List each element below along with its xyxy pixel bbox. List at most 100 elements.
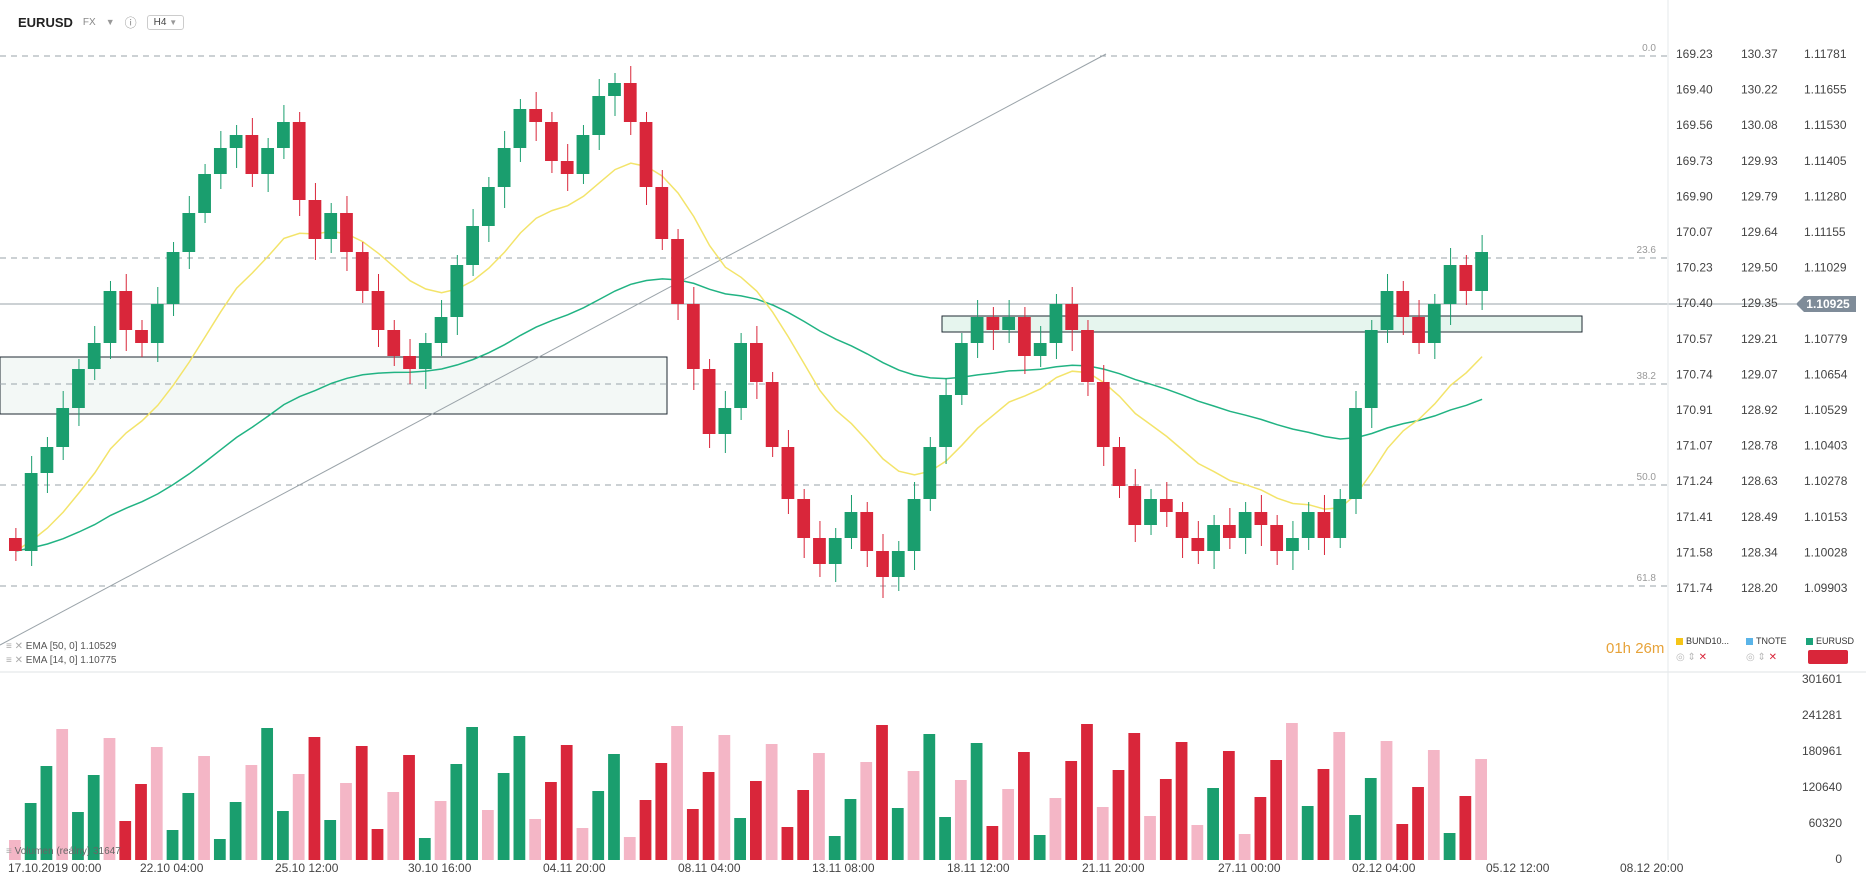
- volume-tick: 0: [1835, 852, 1842, 866]
- close-icon[interactable]: ✕: [14, 655, 24, 666]
- fib-label: 61.8: [1637, 573, 1657, 584]
- volume-bar: [797, 790, 810, 860]
- candle-body: [40, 447, 54, 473]
- bund-tick: 171.07: [1676, 439, 1713, 453]
- candle-body: [87, 343, 101, 369]
- candle-body: [261, 148, 275, 174]
- volume-tick: 180961: [1802, 744, 1842, 758]
- volume-bar: [702, 772, 715, 860]
- candle-body: [1317, 512, 1331, 538]
- candle-body: [608, 83, 621, 96]
- eurusd-style-button[interactable]: [1808, 650, 1848, 664]
- candle-body: [450, 265, 464, 317]
- time-tick: 13.11 08:00: [812, 861, 875, 875]
- volume-bar: [229, 802, 242, 860]
- volume-legend[interactable]: ≡ Volumen (reálny) 31647: [6, 846, 121, 857]
- time-tick: 18.11 12:00: [947, 861, 1010, 875]
- volume-bar: [513, 736, 526, 860]
- ema-50-legend[interactable]: ≡ ✕ EMA [50, 0] 1.10529: [6, 641, 116, 652]
- candle-body: [970, 317, 984, 343]
- volume-bar: [1049, 798, 1062, 860]
- time-axis: 17.10.2019 00:00 22.10 04:00 25.10 12:00 30…: [8, 861, 1684, 875]
- volume-bar: [576, 828, 589, 860]
- candle-body: [1081, 330, 1094, 382]
- volume-bar: [56, 729, 69, 860]
- candle-body: [434, 317, 448, 343]
- eurusd-tick: 1.11029: [1804, 261, 1847, 275]
- candle-body: [340, 213, 353, 252]
- close-icon[interactable]: ✕: [1768, 652, 1778, 663]
- candle-body: [103, 291, 117, 343]
- ema-14-label: EMA [14, 0] 1.10775: [25, 655, 117, 666]
- close-icon[interactable]: ✕: [14, 641, 24, 652]
- bund-tick: 170.91: [1676, 403, 1713, 417]
- candle-body: [1396, 291, 1410, 317]
- volume-bar: [40, 766, 53, 860]
- volume-bars: [9, 723, 1487, 860]
- bund-tick: 170.40: [1676, 296, 1713, 310]
- candle-body: [9, 538, 22, 551]
- menu-icon[interactable]: ≡: [6, 655, 12, 666]
- candle-body: [860, 512, 874, 551]
- compare-eurusd[interactable]: EURUSD: [1806, 636, 1854, 646]
- ema-14-legend[interactable]: ≡ ✕ EMA [14, 0] 1.10775: [6, 655, 116, 666]
- volume-bar: [1207, 788, 1219, 860]
- compare-tnote[interactable]: TNOTE: [1746, 636, 1787, 646]
- bund-swatch: [1676, 638, 1683, 646]
- chart-header: EURUSD FX ▼ ⓘ H4 ▼: [0, 0, 185, 44]
- tnote-tick: 129.35: [1741, 296, 1778, 310]
- candle-body: [72, 369, 85, 408]
- time-tick: 17.10.2019 00:00: [8, 861, 102, 875]
- volume-bar: [1159, 779, 1172, 860]
- symbol-label[interactable]: EURUSD: [18, 14, 73, 30]
- eurusd-label: EURUSD: [1816, 636, 1855, 646]
- volume-bar: [135, 784, 147, 860]
- bund-tick: 170.23: [1676, 261, 1713, 275]
- volume-tick: 60320: [1809, 816, 1843, 830]
- compare-actions[interactable]: ◎ ⇕ ✕: [1746, 652, 1778, 663]
- candle-body: [1364, 330, 1378, 408]
- candle-body: [466, 226, 479, 265]
- volume-bar: [1380, 741, 1393, 860]
- candle-body: [355, 252, 369, 291]
- volume-bar: [1364, 778, 1377, 860]
- chevron-down-icon[interactable]: ▼: [105, 17, 115, 27]
- volume-bar: [1018, 752, 1030, 860]
- compare-actions[interactable]: ◎ ⇕ ✕: [1676, 652, 1708, 663]
- bund-tick: 169.23: [1676, 47, 1713, 61]
- candle-timer: 01h 26m: [1606, 640, 1665, 657]
- candle-body: [765, 382, 779, 447]
- volume-bar: [655, 763, 668, 860]
- candle-body: [24, 473, 38, 551]
- fib-label: 38.2: [1637, 371, 1657, 382]
- tnote-tick: 129.64: [1741, 225, 1778, 239]
- menu-icon[interactable]: ≡: [6, 846, 12, 857]
- volume-bar: [970, 743, 983, 860]
- volume-bar: [1349, 815, 1361, 860]
- candle-body: [245, 135, 259, 174]
- timeframe-select[interactable]: H4 ▼: [146, 14, 185, 30]
- chevron-down-icon: ▼: [169, 17, 178, 27]
- last-price-badge: 1.10925: [1796, 296, 1856, 312]
- volume-bar: [1286, 723, 1298, 860]
- candle-body: [1096, 382, 1110, 447]
- candle-body: [481, 187, 495, 226]
- candle-body: [387, 330, 401, 356]
- info-icon[interactable]: ⓘ: [124, 15, 137, 30]
- candle-body: [813, 538, 826, 564]
- volume-bar: [418, 838, 431, 860]
- candle-body: [876, 551, 889, 577]
- menu-icon[interactable]: ≡: [6, 641, 12, 652]
- candle-body: [229, 135, 243, 148]
- trend-line: [0, 53, 1107, 646]
- fib-label: 50.0: [1637, 472, 1657, 483]
- time-tick: 02.12 04:00: [1352, 861, 1416, 875]
- compare-bund[interactable]: BUND10...: [1676, 636, 1729, 646]
- close-icon[interactable]: ✕: [1698, 652, 1708, 663]
- volume-bar: [781, 827, 794, 860]
- candle-body: [828, 538, 842, 564]
- volume-bar: [355, 746, 368, 860]
- volume-bar: [844, 799, 857, 860]
- candle-body: [497, 148, 511, 187]
